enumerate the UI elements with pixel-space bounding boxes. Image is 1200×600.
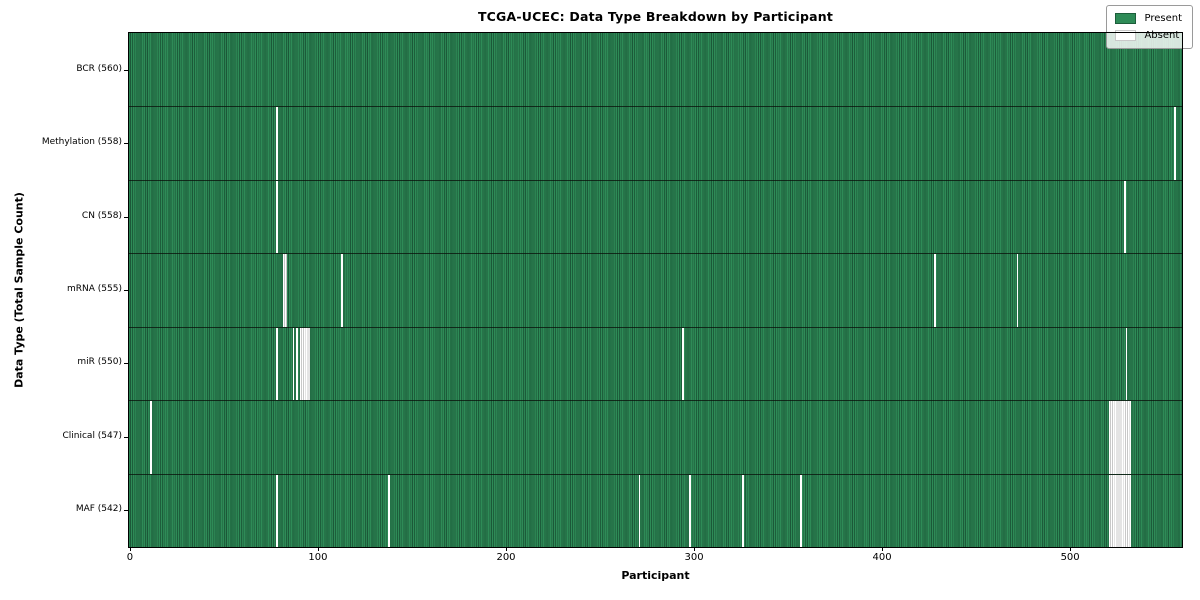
row-cn — [129, 179, 1182, 254]
x-tick-label: 500 — [1060, 552, 1080, 563]
legend-label: Present — [1144, 13, 1182, 24]
x-tick-mark — [882, 547, 884, 551]
absent-segment — [1123, 180, 1126, 254]
absent-segment — [933, 254, 936, 327]
y-tick-mark — [124, 363, 129, 365]
absent-segment — [800, 474, 803, 547]
row-bcr — [129, 33, 1182, 106]
absent-segment — [1108, 401, 1132, 474]
absent-segment — [741, 474, 744, 547]
plot-area — [129, 33, 1182, 547]
chart-title: TCGA-UCEC: Data Type Breakdown by Partic… — [477, 9, 834, 24]
absent-segment — [275, 327, 278, 401]
absent-segment — [292, 327, 295, 401]
x-tick-mark — [317, 547, 319, 551]
absent-segment — [283, 254, 287, 327]
y-tick-label: MAF (542) — [75, 504, 122, 515]
row-mrna — [129, 253, 1182, 327]
absent-segment — [1016, 254, 1019, 327]
row-clinical — [129, 400, 1182, 474]
absent-segment — [1108, 474, 1132, 547]
y-tick-label: Methylation (558) — [41, 137, 122, 148]
x-tick-label: 200 — [496, 552, 516, 563]
y-tick-mark — [124, 290, 129, 291]
y-tick-mark — [124, 143, 129, 145]
absent-segment — [341, 254, 344, 327]
row-mir — [129, 326, 1182, 401]
x-tick-mark — [129, 547, 131, 551]
x-axis-title: Participant — [621, 569, 690, 582]
absent-segment — [275, 107, 278, 180]
x-tick-label: 100 — [308, 552, 328, 563]
legend-swatch-absent-icon — [1115, 30, 1137, 41]
legend-label: Absent — [1144, 30, 1180, 41]
absent-segment — [1125, 327, 1128, 401]
y-axis-title: Data Type (Total Sample Count) — [12, 192, 26, 388]
legend-entry: Absent — [1115, 30, 1182, 41]
x-tick-mark — [1070, 547, 1072, 551]
x-tick-label: 400 — [872, 552, 892, 563]
legend: Present Absent — [1106, 5, 1193, 49]
x-tick-mark — [506, 547, 507, 551]
y-tick-label: Clinical (547) — [62, 430, 122, 441]
legend-swatch-present-icon — [1115, 13, 1137, 24]
absent-segment — [296, 327, 299, 401]
y-tick-label: mRNA (555) — [67, 284, 122, 294]
y-tick-label: CN (558) — [81, 210, 122, 221]
legend-entry: Present — [1115, 13, 1182, 24]
x-tick-mark — [694, 547, 696, 551]
row-methylation — [129, 106, 1182, 180]
y-tick-mark — [124, 69, 129, 71]
row-maf — [129, 473, 1182, 547]
x-tick-label: 0 — [126, 552, 134, 563]
absent-segment — [275, 180, 278, 254]
absent-segment — [638, 474, 641, 547]
y-tick-label: miR (550) — [77, 357, 122, 368]
absent-segment — [300, 327, 310, 401]
y-tick-mark — [124, 216, 129, 218]
absent-segment — [275, 474, 278, 547]
y-tick-mark — [124, 436, 129, 438]
absent-segment — [388, 474, 391, 547]
y-tick-label: BCR (560) — [76, 63, 122, 74]
y-tick-mark — [124, 510, 129, 512]
x-tick-label: 300 — [684, 552, 704, 563]
absent-segment — [689, 474, 692, 547]
absent-segment — [681, 327, 684, 401]
absent-segment — [149, 401, 152, 474]
absent-segment — [1174, 107, 1177, 180]
